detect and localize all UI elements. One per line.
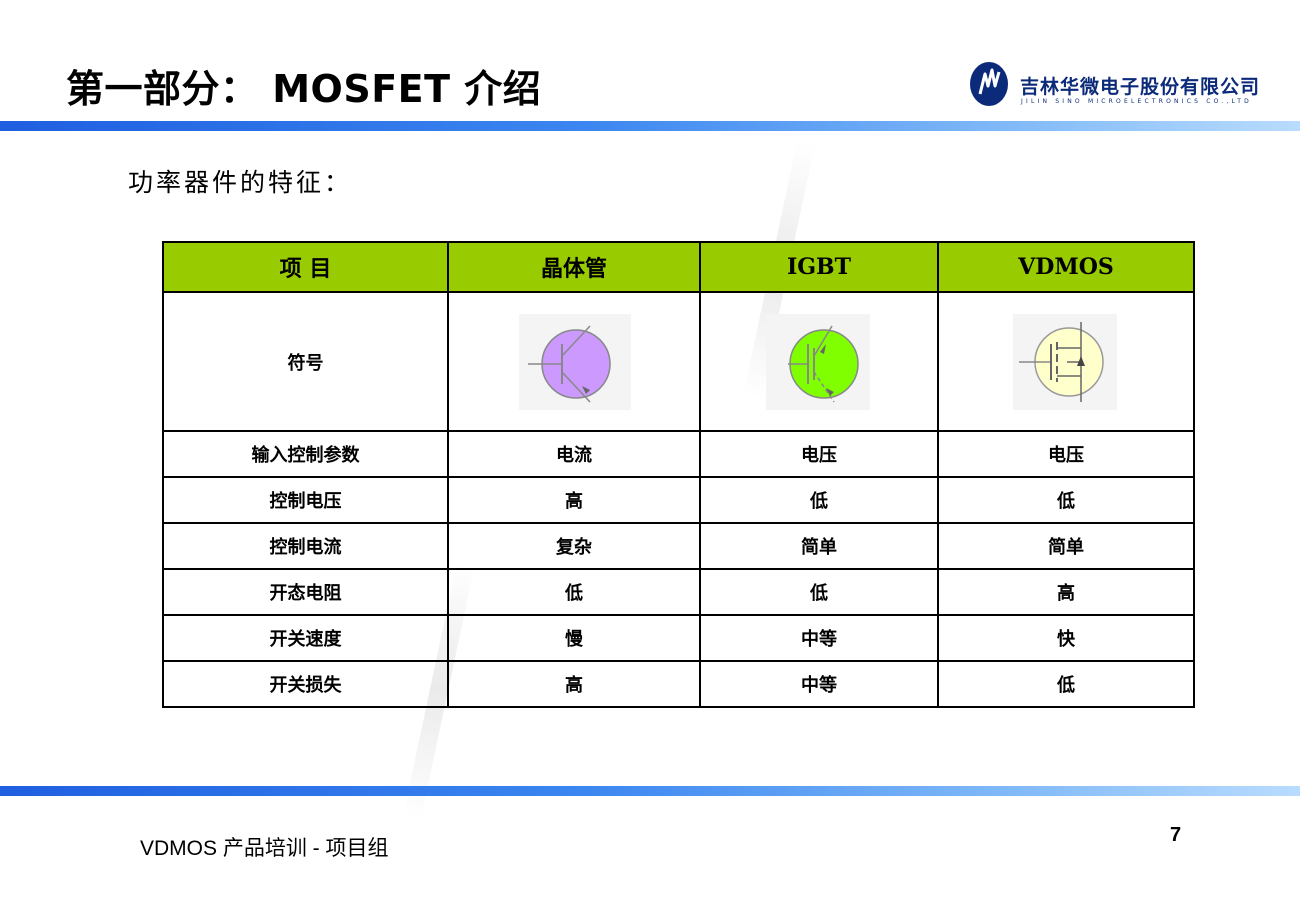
symbol-cell — [699, 291, 939, 432]
table-cell: 高 — [447, 476, 701, 524]
table-cell: 快 — [937, 614, 1195, 662]
header-divider-bar — [0, 121, 1300, 131]
row-label: 输入控制参数 — [162, 430, 449, 478]
row-label: 控制电流 — [162, 522, 449, 570]
table-cell: 低 — [937, 660, 1195, 708]
company-name-en: JILIN SINO MICROELECTRONICS CO.,LTD — [1021, 98, 1252, 105]
header-igbt: IGBT — [699, 241, 939, 293]
table-cell: 中等 — [699, 614, 939, 662]
table-cell: 低 — [937, 476, 1195, 524]
footer-text: VDMOS 产品培训 - 项目组 — [140, 837, 389, 860]
table-cell: 高 — [937, 568, 1195, 616]
comparison-table: 项 目 晶体管 IGBT VDMOS 符号 — [162, 241, 1195, 708]
table-cell: 电压 — [699, 430, 939, 478]
table-cell: 中等 — [699, 660, 939, 708]
header-vdmos: VDMOS — [937, 241, 1195, 293]
header-transistor: 晶体管 — [447, 241, 701, 293]
row-label: 控制电压 — [162, 476, 449, 524]
table-cell: 低 — [447, 568, 701, 616]
table-row: 控制电流 复杂 简单 简单 — [162, 522, 1195, 570]
company-logo-icon — [970, 62, 1008, 106]
bjt-transistor-symbol-icon — [519, 313, 631, 410]
symbol-cell — [937, 291, 1195, 432]
row-label: 开关速度 — [162, 614, 449, 662]
table-cell: 电流 — [447, 430, 701, 478]
vdmos-symbol-icon — [1013, 313, 1117, 410]
table-row: 输入控制参数 电流 电压 电压 — [162, 430, 1195, 478]
table-row: 开关损失 高 中等 低 — [162, 660, 1195, 708]
table-row: 开态电阻 低 低 高 — [162, 568, 1195, 616]
section-subtitle: 功率器件的特征： — [128, 168, 353, 197]
table-cell: 简单 — [937, 522, 1195, 570]
table-cell: 电压 — [937, 430, 1195, 478]
table-row-symbol: 符号 — [162, 291, 1195, 432]
igbt-symbol-icon — [766, 313, 870, 410]
table-cell: 低 — [699, 476, 939, 524]
table-header-row: 项 目 晶体管 IGBT VDMOS — [162, 241, 1195, 293]
table-cell: 慢 — [447, 614, 701, 662]
table-cell: 简单 — [699, 522, 939, 570]
table-cell: 高 — [447, 660, 701, 708]
symbol-cell — [447, 291, 701, 432]
page-number: 7 — [1170, 824, 1182, 846]
table-cell: 复杂 — [447, 522, 701, 570]
row-label: 符号 — [162, 291, 449, 432]
row-label: 开关损失 — [162, 660, 449, 708]
company-logo: 吉林华微电子股份有限公司 JILIN SINO MICROELECTRONICS… — [968, 60, 1268, 110]
row-label: 开态电阻 — [162, 568, 449, 616]
company-name-cn: 吉林华微电子股份有限公司 — [1020, 76, 1261, 98]
header-item: 项 目 — [162, 241, 449, 293]
table-cell: 低 — [699, 568, 939, 616]
footer-divider-bar — [0, 786, 1300, 796]
table-row: 控制电压 高 低 低 — [162, 476, 1195, 524]
page-title: 第一部分： MOSFET 介绍 — [66, 67, 542, 111]
table-row: 开关速度 慢 中等 快 — [162, 614, 1195, 662]
